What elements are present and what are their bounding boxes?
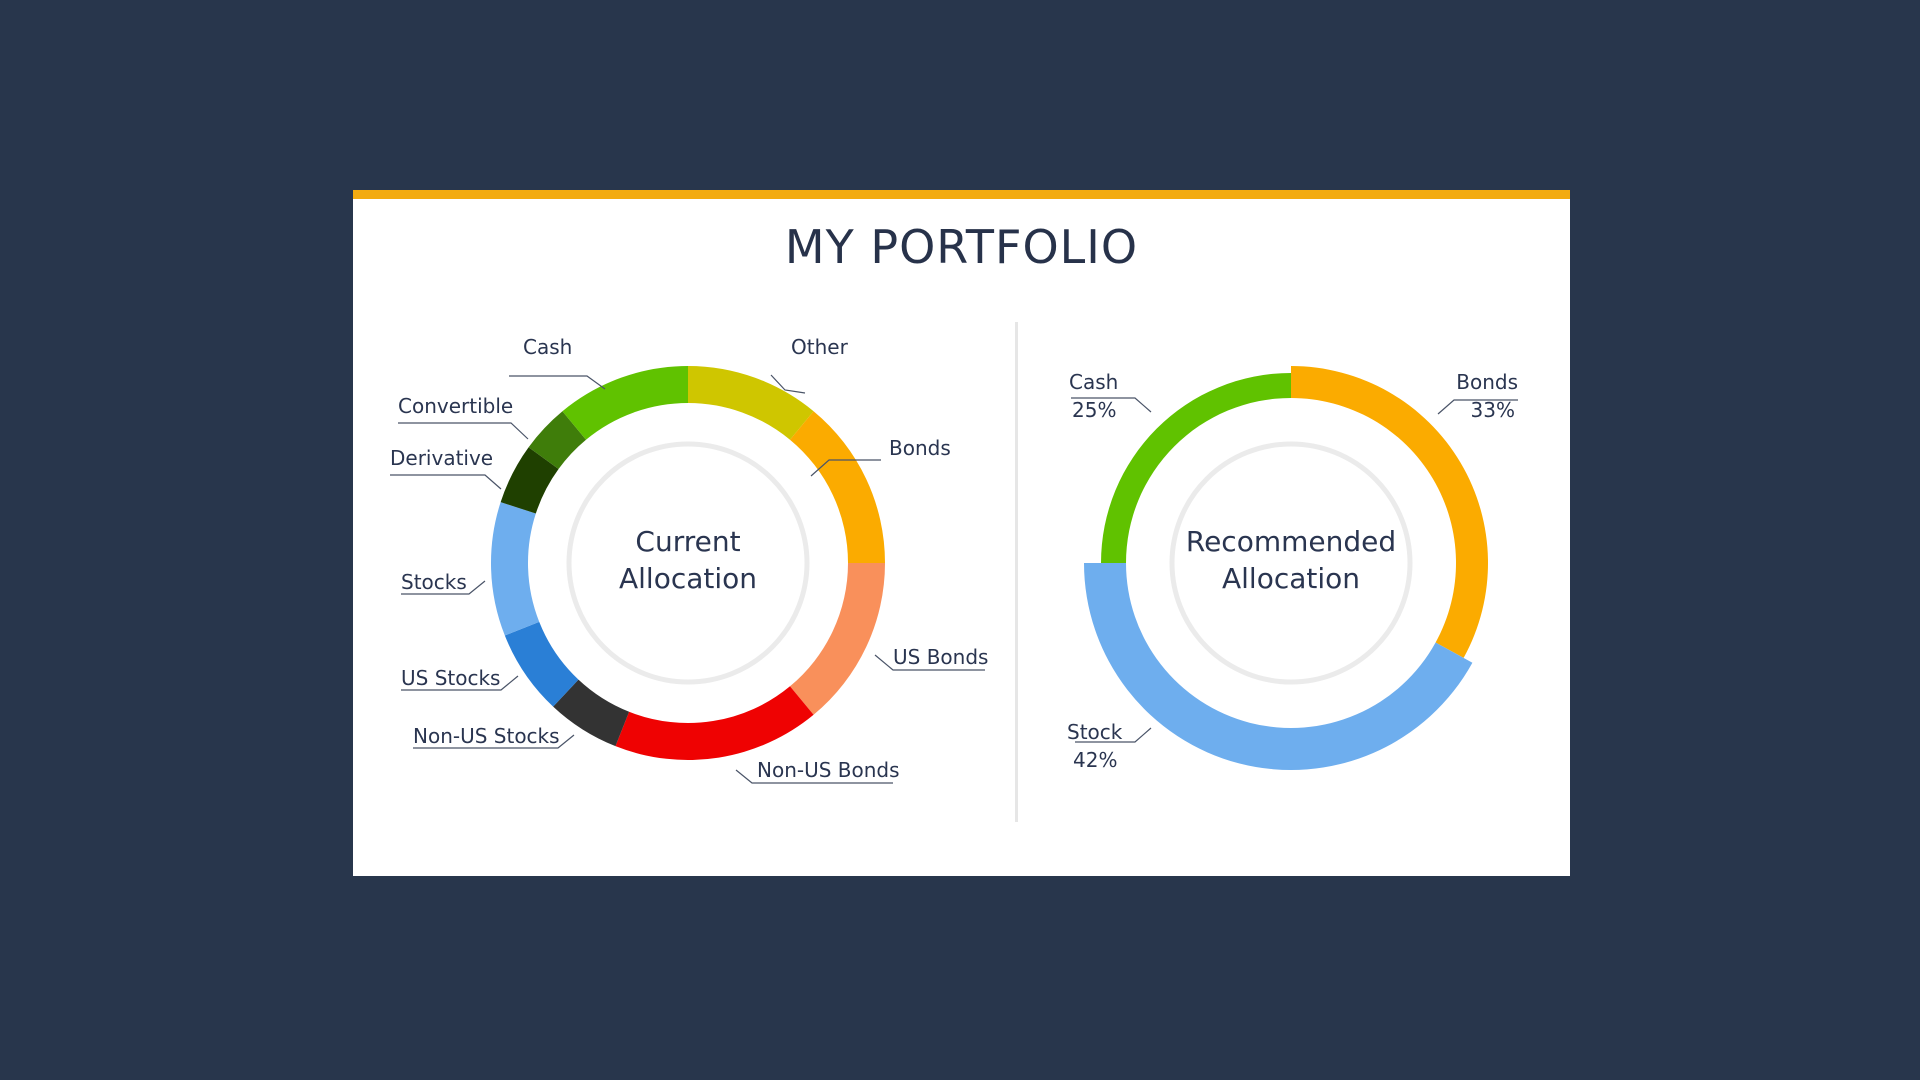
current-slice-convertible: [528, 411, 587, 469]
leader-rec-bonds: [1437, 399, 1518, 415]
label-rec-bonds: Bonds: [1456, 370, 1518, 394]
current-slice-us-bonds: [789, 563, 885, 715]
value-rec-cash: 25%: [1072, 398, 1116, 422]
label-non-us-stocks: Non-US Stocks: [413, 724, 560, 748]
leader-bonds: [810, 459, 881, 477]
value-rec-bonds: 33%: [1471, 398, 1515, 422]
recommended-center-label-line1: Recommended: [1186, 525, 1396, 558]
page-title: MY PORTFOLIO: [784, 220, 1139, 274]
label-other: Other: [791, 335, 849, 359]
label-rec-stock: Stock: [1067, 720, 1123, 744]
leader-cash: [509, 375, 606, 390]
leader-us-bonds: [874, 654, 985, 671]
leader-convertible: [398, 422, 529, 440]
leader-non-us-bonds: [735, 769, 893, 784]
label-derivative: Derivative: [390, 446, 493, 470]
recommended-inner-ring: [1169, 441, 1413, 685]
leader-rec-stock: [1075, 727, 1152, 743]
value-rec-stock: 42%: [1073, 748, 1117, 772]
current-slice-derivative: [500, 447, 559, 514]
leader-us-stocks: [401, 675, 519, 691]
current-center-label-line2: Allocation: [619, 562, 757, 595]
label-rec-cash: Cash: [1069, 370, 1118, 394]
recommended-slice-stock: [1084, 563, 1473, 771]
current-slice-us-stocks: [504, 621, 579, 707]
current-slice-stocks: [491, 502, 540, 636]
chart-divider: [1015, 322, 1018, 822]
leader-stocks: [401, 580, 486, 595]
leader-rec-cash: [1071, 397, 1152, 413]
recommended-center-label-line2: Allocation: [1222, 562, 1360, 595]
current-inner-ring: [566, 441, 810, 685]
recommended-allocation-donut: Recommended Allocation Bonds 33% Stock 4…: [1067, 366, 1518, 772]
label-us-bonds: US Bonds: [893, 645, 988, 669]
leader-non-us-stocks: [413, 734, 575, 749]
current-slice-bonds: [789, 411, 885, 563]
label-us-stocks: US Stocks: [401, 666, 500, 690]
current-slice-non-us-stocks: [553, 679, 630, 747]
portfolio-charts: Current Allocation Other Bonds US Bonds …: [390, 335, 1518, 784]
card-accent-bar: [353, 190, 1570, 199]
label-convertible: Convertible: [398, 394, 513, 418]
leader-derivative: [390, 474, 502, 490]
current-center-label-line1: Current: [635, 525, 740, 558]
recommended-slice-cash: [1101, 373, 1291, 563]
current-slice-cash: [562, 366, 688, 440]
portfolio-card: MY PORTFOLIO Current Allocation Other Bo…: [353, 190, 1570, 876]
label-cash: Cash: [523, 335, 572, 359]
leader-other: [770, 374, 806, 394]
label-non-us-bonds: Non-US Bonds: [757, 758, 900, 782]
current-allocation-donut: Current Allocation Other Bonds US Bonds …: [390, 335, 988, 784]
current-slice-other: [688, 366, 814, 440]
recommended-slice-bonds: [1291, 366, 1488, 658]
label-stocks: Stocks: [401, 570, 467, 594]
label-bonds: Bonds: [889, 436, 951, 460]
current-slice-non-us-bonds: [615, 686, 814, 760]
